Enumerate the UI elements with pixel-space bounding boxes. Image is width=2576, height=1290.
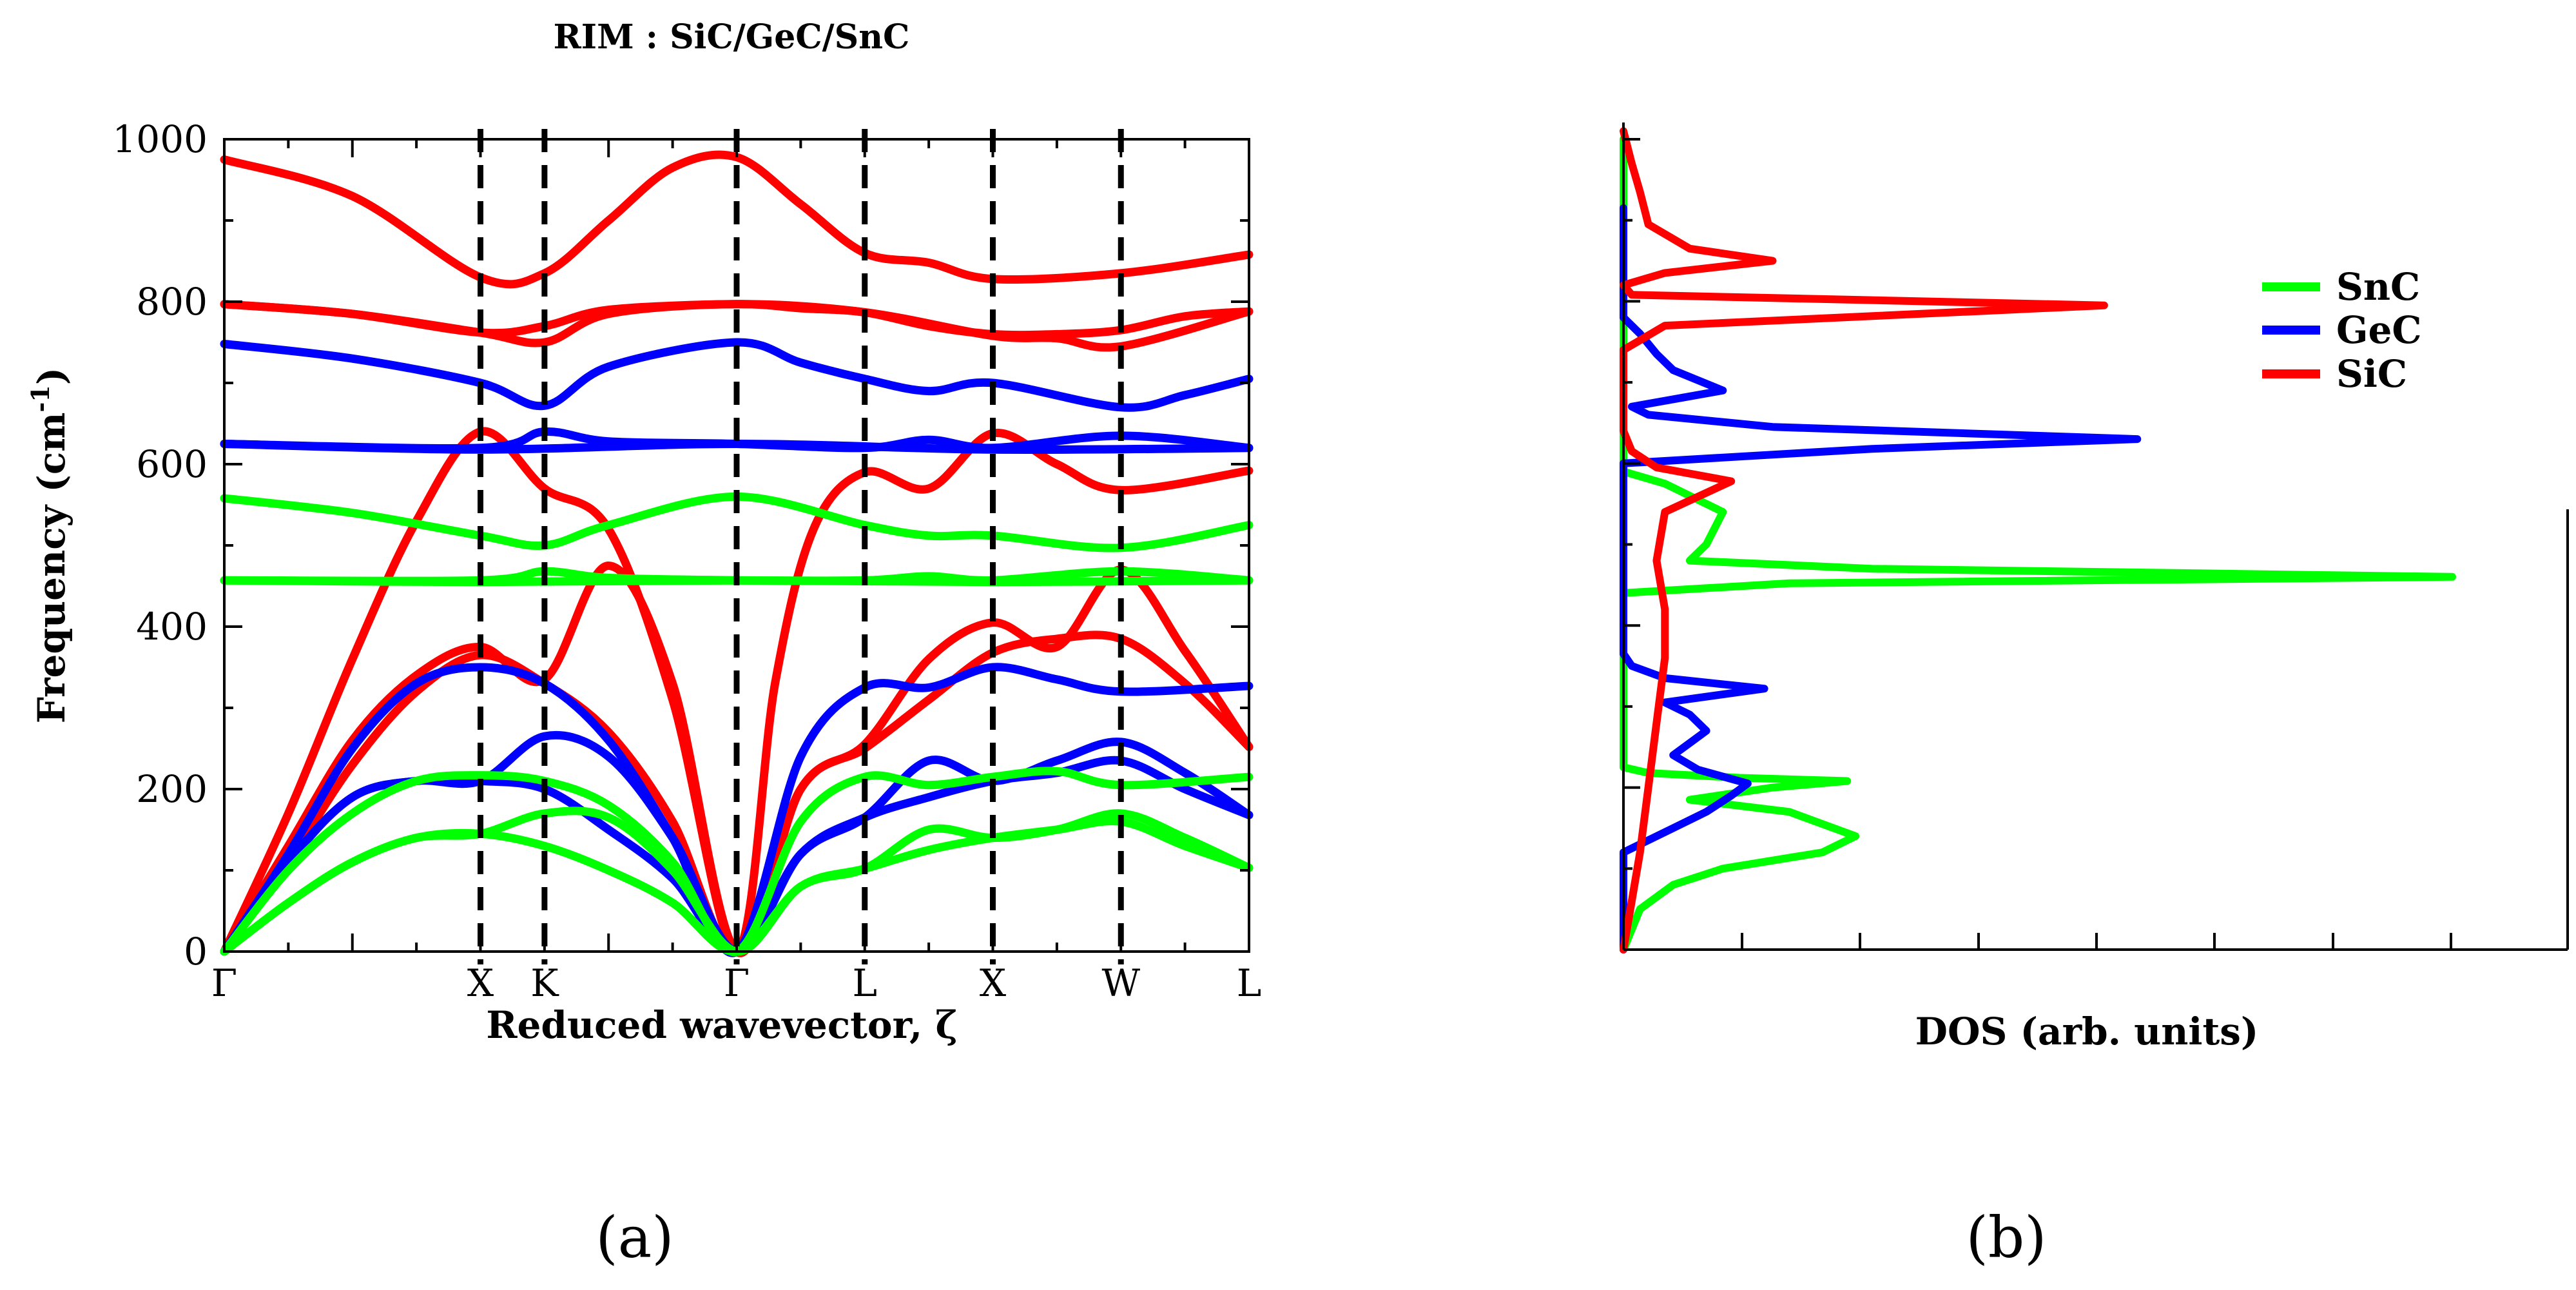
y-tick-label: 800 [136,280,208,324]
x-tick-label: K [530,961,559,1005]
x-tick-label: X [980,961,1007,1005]
x-tick-label: L [1237,961,1262,1005]
branch-sic-5 [220,561,1254,957]
dos-sic [1620,127,2108,953]
legend: SnC GeC SiC [2262,265,2422,396]
chart-title-a: RIM : SiC/GeC/SnC [554,17,910,57]
y-tick-label: 200 [136,767,208,811]
panel-label-a: (a) [596,1204,673,1271]
x-tick-label: X [467,961,494,1005]
y-axis-unit-superscript: -1 [26,385,55,412]
y-tick-label: 600 [136,442,208,486]
x-tick-label: Γ [724,961,750,1005]
y-tick-label: 1000 [112,117,208,161]
legend-label-gec: GeC [2336,308,2422,352]
y-axis-ticks: 0 200 400 600 800 1000 [112,117,1249,973]
branch-sic-3 [220,300,1254,352]
x-axis-title-b: DOS (arb. units) [1915,1010,2259,1053]
high-symmetry-lines [478,129,1124,964]
branch-gec-5 [220,730,1254,956]
legend-label-snc: SnC [2336,265,2420,309]
y-axis-title-close: ) [30,367,73,385]
dos-axis-ticks [1623,138,2452,951]
dos-gec [1620,204,2142,953]
branch-gec-1 [220,338,1254,412]
panel-label-b: (b) [1966,1204,2047,1271]
legend-label-sic: SiC [2336,352,2407,396]
x-tick-label: W [1101,961,1140,1005]
branch-gec-3 [220,440,1254,454]
plot-frame-b [1622,122,2569,951]
y-tick-label: 0 [184,930,208,973]
y-tick-label: 400 [136,605,208,649]
y-axis-title-a: Frequency (cm-1) [26,367,73,723]
dos-curves [1620,127,2456,953]
x-tick-label: L [852,961,877,1005]
panel-b: SnC GeC SiC DOS (arb. units) (b) [1620,122,2569,1271]
x-axis-title-a: Reduced wavevector, ζ [486,1003,957,1047]
y-axis-title-text: Frequency (cm [30,412,73,723]
x-tick-label: Γ [211,961,237,1005]
